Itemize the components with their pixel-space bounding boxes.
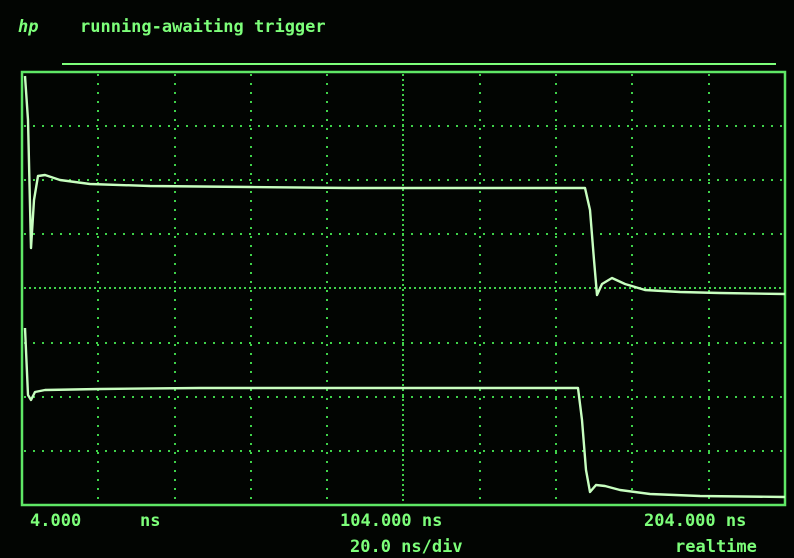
time-left-unit: ns — [140, 511, 160, 531]
time-center: 104.000 ns — [340, 511, 442, 531]
graticule — [24, 74, 784, 504]
time-right: 204.000 ns — [644, 511, 746, 531]
graticule-frame — [20, 70, 787, 507]
trace-1 — [23, 75, 786, 297]
logo: hp — [18, 17, 38, 37]
time-left: 4.000 — [30, 511, 81, 531]
trace-2 — [23, 327, 786, 499]
timebase: 20.0 ns/div — [350, 537, 463, 557]
acq-mode: realtime — [675, 537, 757, 557]
status-text: running-awaiting trigger — [80, 17, 326, 37]
